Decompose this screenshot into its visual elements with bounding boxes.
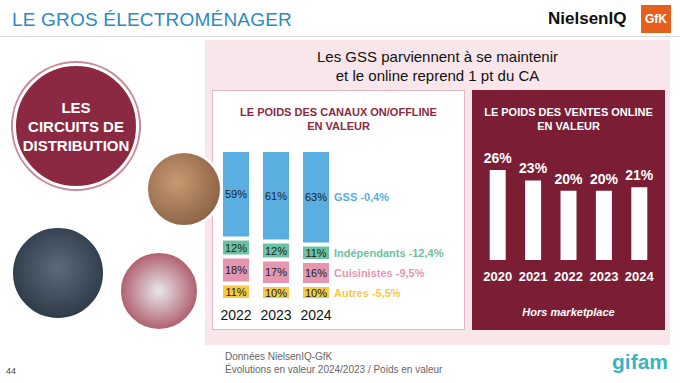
svg-text:23%: 23% <box>519 160 548 176</box>
svg-text:EN VALEUR: EN VALEUR <box>537 120 600 132</box>
svg-text:2022: 2022 <box>554 269 583 284</box>
svg-text:61%: 61% <box>265 190 287 202</box>
html-text:GfK: GfK <box>645 12 667 26</box>
svg-text:20%: 20% <box>590 171 619 187</box>
svg-text:11%: 11% <box>225 286 246 298</box>
svg-text:Cuisinistes -9,5%: Cuisinistes -9,5% <box>334 267 425 279</box>
svg-text:Autres -5,5%: Autres -5,5% <box>334 287 401 299</box>
svg-text:10%: 10% <box>265 287 287 299</box>
svg-text:18%: 18% <box>225 264 247 276</box>
svg-text:EN VALEUR: EN VALEUR <box>307 120 370 132</box>
html-text:LE GROS ÉLECTROMÉNAGER: LE GROS ÉLECTROMÉNAGER <box>12 9 292 30</box>
html-text:Les GSS parviennent à se maint: Les GSS parviennent à se maintenir <box>317 48 558 65</box>
svg-text:2022: 2022 <box>220 307 251 323</box>
html-text:LES: LES <box>61 98 91 116</box>
html-text:gifam: gifam <box>612 350 668 373</box>
svg-text:21%: 21% <box>625 167 654 183</box>
svg-text:2023: 2023 <box>589 269 618 284</box>
html-text:44: 44 <box>6 366 16 376</box>
svg-text:LE POIDS DES CANAUX ON/OFFLINE: LE POIDS DES CANAUX ON/OFFLINE <box>240 106 437 118</box>
svg-text:11%: 11% <box>305 247 326 259</box>
svg-text:59%: 59% <box>225 188 247 200</box>
html-text:NielsenIQ: NielsenIQ <box>548 9 627 28</box>
svg-text:2020: 2020 <box>483 269 512 284</box>
svg-text:17%: 17% <box>265 266 287 278</box>
svg-text:LE POIDS DES VENTES ONLINE: LE POIDS DES VENTES ONLINE <box>484 106 653 118</box>
html-text:DISTRIBUTION: DISTRIBUTION <box>22 136 130 154</box>
svg-text:10%: 10% <box>305 287 327 299</box>
svg-text:2021: 2021 <box>519 269 548 284</box>
svg-text:2024: 2024 <box>300 307 331 323</box>
html-text:CIRCUITS DE: CIRCUITS DE <box>28 117 124 135</box>
svg-text:Indépendants -12,4%: Indépendants -12,4% <box>334 247 444 259</box>
svg-text:12%: 12% <box>265 245 287 257</box>
svg-text:26%: 26% <box>484 150 513 166</box>
svg-text:2024: 2024 <box>625 269 655 284</box>
html-text:Évolutions en valeur 2024/2023: Évolutions en valeur 2024/2023 / Poids e… <box>225 364 443 375</box>
svg-text:16%: 16% <box>305 267 327 279</box>
svg-text:Hors marketplace: Hors marketplace <box>522 306 614 318</box>
svg-text:63%: 63% <box>305 191 327 203</box>
svg-text:20%: 20% <box>554 171 583 187</box>
html-text:Données NielsenIQ-GfK: Données NielsenIQ-GfK <box>225 351 333 362</box>
svg-text:2023: 2023 <box>260 307 291 323</box>
svg-text:12%: 12% <box>225 242 247 254</box>
svg-text:GSS -0,4%: GSS -0,4% <box>334 191 389 203</box>
html-text:et le online reprend 1 pt du C: et le online reprend 1 pt du CA <box>335 67 540 84</box>
